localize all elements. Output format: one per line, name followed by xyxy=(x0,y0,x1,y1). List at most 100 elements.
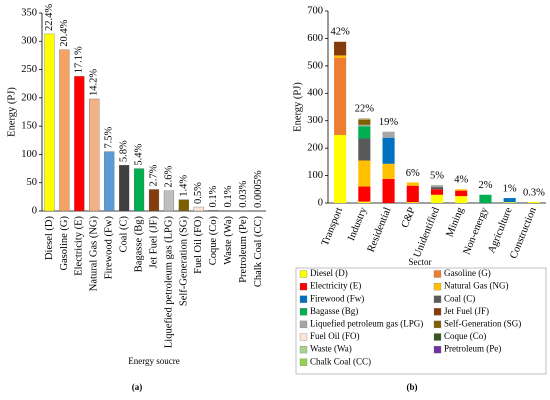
y-tick-label: 0 xyxy=(318,197,323,208)
y-tick-label: 200 xyxy=(21,92,37,103)
legend-label: Fuel Oil (FO) xyxy=(310,331,360,341)
bar xyxy=(104,151,115,212)
bar-segment xyxy=(382,137,395,164)
y-tick-label: 200 xyxy=(307,143,323,154)
x-tick-label: Liquefied petroleum gas (LPG) xyxy=(163,216,174,349)
legend-label: Jet Fuel (JF) xyxy=(444,306,489,316)
y-axis-label: Energy (PJ) xyxy=(6,87,17,137)
share-label: 6% xyxy=(406,168,420,179)
x-tick-label: Transport xyxy=(320,206,345,248)
share-label: 2% xyxy=(478,180,492,191)
bar-segment xyxy=(455,190,468,197)
bar-segment xyxy=(406,182,419,186)
x-tick-label: Self-Generation (SG) xyxy=(178,216,189,307)
share-label: 22% xyxy=(355,104,375,115)
bar-segment xyxy=(358,160,371,187)
share-label: 5.4% xyxy=(133,143,144,165)
x-tick-label: Coal (C) xyxy=(119,215,130,252)
x-tick-label: Mining xyxy=(444,205,466,238)
bar xyxy=(133,168,145,212)
share-label: 5% xyxy=(430,170,444,181)
legend-label: Coque (Co) xyxy=(444,331,486,341)
bar-segment xyxy=(358,118,371,120)
legend-swatch xyxy=(299,295,308,303)
caption: (b) xyxy=(407,382,418,392)
legend-label: Waste (Wa) xyxy=(310,344,352,354)
bar-segment xyxy=(382,178,395,203)
caption: (a) xyxy=(132,382,143,392)
legend-swatch xyxy=(299,345,308,354)
y-tick-label: 300 xyxy=(21,36,37,47)
x-tick-label: C&P xyxy=(400,206,418,230)
share-label: 42% xyxy=(330,26,350,37)
bar-segment xyxy=(358,126,371,139)
y-tick-label: 0 xyxy=(32,205,37,216)
share-label: 2.7% xyxy=(148,164,159,186)
y-tick-label: 100 xyxy=(307,170,323,181)
bar xyxy=(223,210,234,212)
bar-segment xyxy=(358,138,371,161)
share-label: 0.03% xyxy=(238,180,249,207)
x-tick-label: Firewood (Fw) xyxy=(104,216,115,280)
bar-segment xyxy=(334,41,347,56)
bar-segment xyxy=(430,187,444,190)
share-label: 0.1% xyxy=(223,185,234,207)
x-tick-label: Electricity (E) xyxy=(74,216,85,276)
bar-segment xyxy=(406,185,419,203)
legend-swatch xyxy=(433,320,442,329)
bar xyxy=(59,49,70,212)
x-axis-label: Sector xyxy=(409,257,432,267)
share-label: 1.4% xyxy=(178,175,189,197)
x-tick-label: Fuel Oil (FO) xyxy=(193,215,204,273)
share-label: 0.5% xyxy=(193,182,204,204)
y-tick-label: 100 xyxy=(21,149,37,160)
legend-swatch xyxy=(299,308,308,316)
bar-segment xyxy=(334,134,347,203)
bar xyxy=(178,199,189,212)
share-label: 0.3% xyxy=(523,187,545,198)
y-tick-label: 50 xyxy=(27,177,38,188)
y-tick-label: 700 xyxy=(307,5,323,16)
legend-swatch xyxy=(299,320,308,329)
x-tick-label: Coque (Co) xyxy=(208,216,219,266)
bar-segment xyxy=(503,202,516,203)
legend-swatch xyxy=(433,345,442,354)
legend-label: Gasoline (G) xyxy=(444,268,491,278)
bar-segment xyxy=(334,55,347,58)
x-tick-label: Jet Fuel (JF) xyxy=(148,215,159,268)
bar-segment xyxy=(358,124,371,127)
y-tick-label: 400 xyxy=(307,88,323,99)
share-label: 17.1% xyxy=(74,46,85,73)
bar xyxy=(193,206,204,212)
legend-swatch xyxy=(433,295,442,303)
share-label: 2.6% xyxy=(163,166,174,188)
legend-label: Self-Generation (SG) xyxy=(444,318,521,328)
x-tick-label: Pretroleum (Pe) xyxy=(238,216,249,283)
y-tick-label: 600 xyxy=(307,33,323,44)
bar xyxy=(208,210,219,212)
bar-segment xyxy=(479,194,492,203)
x-tick-label: Chalk Coal (CC) xyxy=(253,216,264,288)
bar xyxy=(163,190,175,212)
bar-segment xyxy=(455,189,468,191)
legend-swatch xyxy=(433,270,442,278)
share-label: 7.5% xyxy=(104,126,115,148)
legend-swatch xyxy=(299,282,308,291)
bar-segment xyxy=(382,163,395,179)
legend-swatch xyxy=(299,358,308,366)
legend-swatch xyxy=(299,333,308,341)
bar-segment xyxy=(358,119,371,125)
bar xyxy=(89,98,100,212)
x-tick-label: Industry xyxy=(346,205,370,242)
legend-label: Pretroleum (Pe) xyxy=(444,344,501,354)
legend-swatch xyxy=(433,333,442,341)
share-label: 22.4% xyxy=(44,4,55,31)
legend-label: Liquefied petroleum gas (LPG) xyxy=(310,318,423,328)
bar xyxy=(119,165,130,212)
bar-segment xyxy=(358,186,371,202)
legend-label: Chalk Coal (CC) xyxy=(310,356,371,366)
bar-segment xyxy=(430,189,444,195)
legend-label: Electricity (E) xyxy=(310,281,361,291)
legend-label: Diesel (D) xyxy=(310,268,348,278)
